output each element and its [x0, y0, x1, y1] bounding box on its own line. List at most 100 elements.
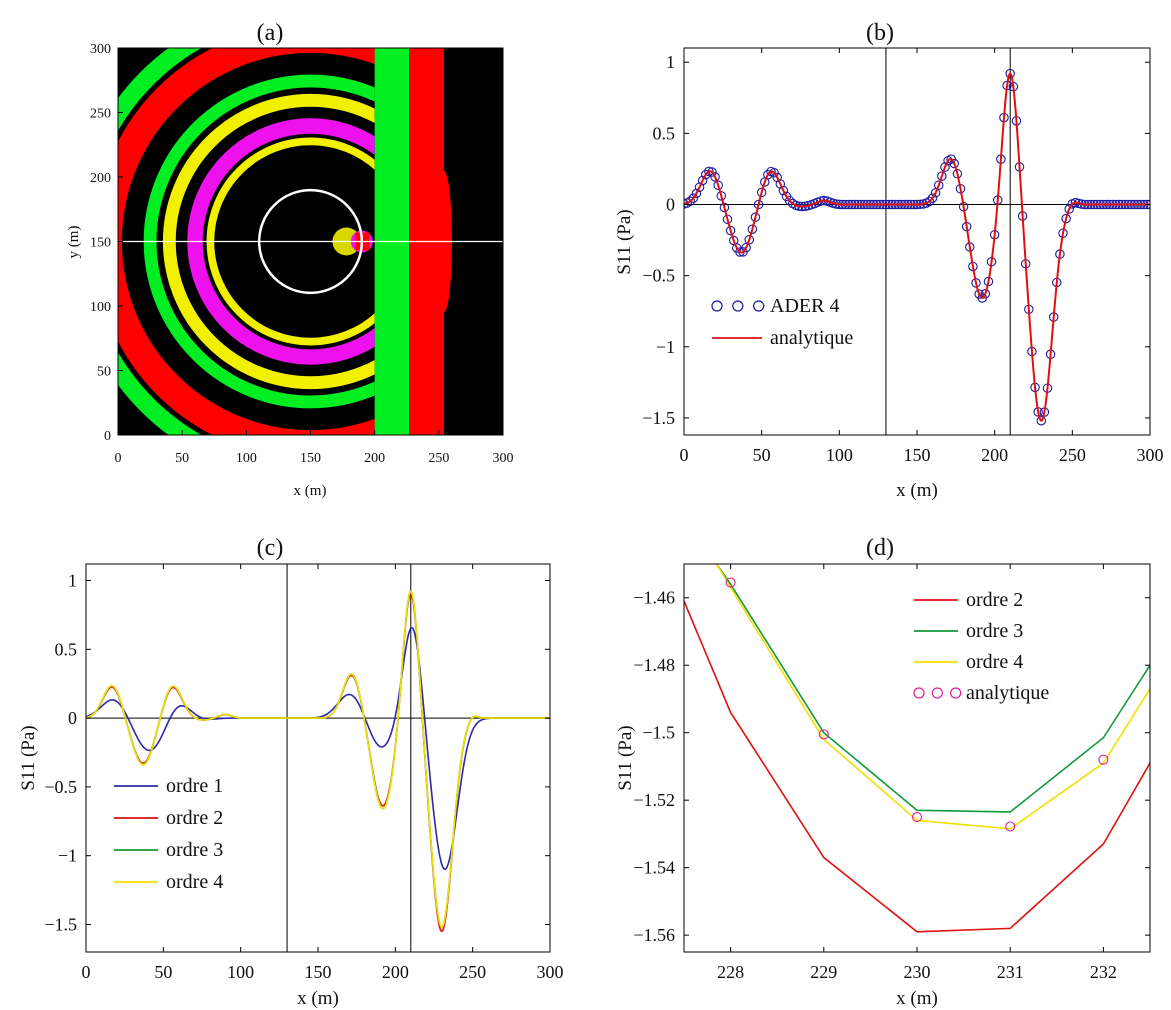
- panel-b-series-ader-4-point-23: [750, 212, 761, 222]
- panel-b-series-ader-4-point-13: [719, 202, 730, 213]
- panel-c-xtick-label-6: 300: [537, 962, 564, 982]
- panel-b-series-analytique: [684, 72, 1150, 422]
- panel-d-legend-item-3: analytique: [913, 682, 1049, 704]
- panel-d-legend-item-2: ordre 4: [914, 651, 1023, 673]
- panel-b-xtick-label-0: 0: [680, 445, 689, 465]
- panel-b-frame: [683, 47, 1151, 436]
- panel-c-legend-label-3: ordre 4: [166, 871, 223, 893]
- panel-c-xtick-label-3: 150: [305, 962, 332, 982]
- panel-c-legend-label-0: ordre 1: [166, 775, 223, 797]
- panel-d-series-analytique-point-4: [1098, 754, 1109, 765]
- panel-b-label: (b): [866, 20, 894, 46]
- panel-d-series-analytique: [725, 577, 1109, 832]
- panel-b-legend-marker-0-2: [753, 300, 765, 312]
- panel-c-xtick-label-2: 100: [227, 962, 254, 982]
- panel-b-ytick-label-3: −0.5: [642, 266, 675, 286]
- panel-b-legend-label-0: ADER 4: [770, 295, 839, 317]
- panel-d-ytick-label-4: −1.54: [633, 858, 675, 878]
- panel-c-xlabel: x (m): [297, 988, 339, 1009]
- panel-d-xtick-label-1: 229: [810, 962, 837, 982]
- panel-c-legend-item-1: ordre 2: [114, 807, 223, 829]
- panel-b-series-ader-4-point-105: [1005, 68, 1015, 79]
- panel-b-series-ader-4-point-11: [713, 180, 723, 190]
- panel-b-series-ader-4-point-25: [756, 187, 767, 198]
- panel-c-series-ordre-1: [86, 626, 550, 871]
- panel-c-chart: 0 50 100 150 200 250 300 1 0.5 0 −0.5 −1 −1.5 ordre …: [18, 563, 564, 1009]
- panel-a-xtick-label-5: 250: [428, 451, 449, 466]
- panel-d-legend-label-0: ordre 2: [966, 589, 1023, 611]
- panel-b-xtick-label-2: 100: [826, 445, 853, 465]
- panel-b-series-ader-4-point-22: [747, 224, 758, 234]
- panel-b-series-ader-4-point-4: [691, 188, 702, 199]
- panel-b-series-ader-4-point-6: [697, 175, 708, 186]
- panel-d-series-analytique-point-3: [1005, 821, 1016, 832]
- panel-b-chart: 0 50 100 150 200 250 300 1 0.5 0 −0.5 −1 −1.5 ADER 4…: [614, 47, 1164, 501]
- panel-d-chart: 228 229 230 231 232 −1.46 −1.48 −1.5 −1.52 −1.54 −…: [615, 563, 1151, 1009]
- panel-b-series-ader-4-point-3: [688, 193, 699, 203]
- panel-d-xtick-label-4: 232: [1090, 962, 1117, 982]
- panel-d-series-analytique-point-2: [911, 811, 923, 823]
- panel-b-series-ader-4-point-82: [933, 180, 944, 190]
- panel-a-heatmap: 0 50 100 150 200 250 300 0 50 100 150 200 250 300 x (…: [66, 42, 514, 499]
- panel-b-xtick-label-1: 50: [753, 445, 771, 465]
- panel-c-xtick-label-0: 0: [82, 962, 91, 982]
- panel-b-series-ader-4-point-32: [778, 185, 789, 196]
- panel-b-xtick-label-5: 250: [1059, 445, 1086, 465]
- panel-b-ytick-label-0: 1: [666, 52, 675, 72]
- panel-d-series-ordre-4: [715, 564, 1150, 830]
- panel-b-series-ader-4-point-87: [949, 158, 960, 169]
- panel-d-legend-marker-3-1: [931, 687, 943, 699]
- panel-b-series-ader-4-point-115: [1036, 415, 1047, 426]
- panel-a-xtick-label-4: 200: [364, 451, 385, 466]
- panel-b-series-ader-4-point-21: [744, 234, 754, 245]
- panel-d-xtick-label-2: 230: [904, 962, 931, 982]
- panel-d-xtick-label-3: 231: [997, 962, 1024, 982]
- panel-b-ytick-label-4: −1: [656, 337, 675, 357]
- panel-a-xtick-label-2: 100: [236, 451, 257, 466]
- panel-b-legend-marker-0-0: [711, 300, 723, 312]
- panel-d-series-analytique-point-0: [725, 577, 736, 588]
- panel-b-series-ader-4-point-12: [716, 191, 727, 201]
- panel-d-xlabel: x (m): [896, 988, 938, 1009]
- panel-c-frame: [85, 563, 551, 953]
- panel-c-series-ordre-2: [86, 593, 550, 933]
- panel-d-ylabel: S11 (Pa): [615, 725, 636, 790]
- panel-b-series-ader-4-point-79: [924, 196, 935, 207]
- panel-d-legend-label-2: ordre 4: [966, 651, 1023, 673]
- panel-a-ylabel: y (m): [66, 226, 82, 259]
- panel-d-ytick-label-5: −1.56: [633, 925, 675, 945]
- panel-c-legend-label-2: ordre 3: [166, 839, 223, 861]
- panel-b-legend-item-0: ADER 4: [711, 295, 839, 317]
- panel-b-series-ader-4-point-14: [722, 214, 733, 225]
- panel-b-xtick-label-4: 200: [981, 445, 1008, 465]
- panel-d-series-ordre-2: [684, 600, 1150, 933]
- panel-a-ytick-label-4: 200: [90, 171, 111, 186]
- panel-c-legend-item-3: ordre 4: [114, 871, 223, 893]
- panel-b-xtick-label-3: 150: [904, 445, 931, 465]
- panel-a-xtick-label-3: 150: [300, 451, 321, 466]
- panel-b-ytick-label-1: 0.5: [653, 123, 676, 143]
- panel-a-ytick-label-1: 50: [97, 365, 111, 380]
- panel-c-ytick-label-0: 1: [68, 571, 77, 591]
- panel-a-ytick-label-6: 300: [90, 42, 111, 57]
- panel-b-ytick-label-2: 0: [666, 195, 675, 215]
- panel-a-ytick-label-0: 0: [104, 429, 111, 444]
- panel-d-legend-label-1: ordre 3: [966, 620, 1023, 642]
- panel-c-ytick-label-4: −1: [58, 846, 77, 866]
- panel-b-series-ader-4-point-2: [685, 196, 695, 206]
- panel-a-xtick-label-0: 0: [115, 451, 122, 466]
- panel-c-xtick-label-4: 200: [382, 962, 409, 982]
- panel-c-label: (c): [257, 535, 284, 561]
- panel-b-series-ader-4-point-10: [710, 172, 720, 182]
- panel-d-ytick-label-3: −1.52: [633, 790, 675, 810]
- panel-c-legend-label-1: ordre 2: [166, 807, 223, 829]
- panel-a-xlabel: x (m): [294, 483, 327, 499]
- panel-b-series-ader-4-point-124: [1064, 204, 1074, 214]
- panel-b-legend-marker-0-1: [732, 300, 744, 312]
- panel-d-ytick-label-1: −1.48: [633, 655, 675, 675]
- panel-c-series-ordre-4: [86, 590, 550, 929]
- panel-c-legend-item-2: ordre 3: [114, 839, 223, 861]
- panel-a-xtick-label-6: 300: [493, 451, 514, 466]
- panel-b-series-ader-4-point-0: [684, 199, 689, 209]
